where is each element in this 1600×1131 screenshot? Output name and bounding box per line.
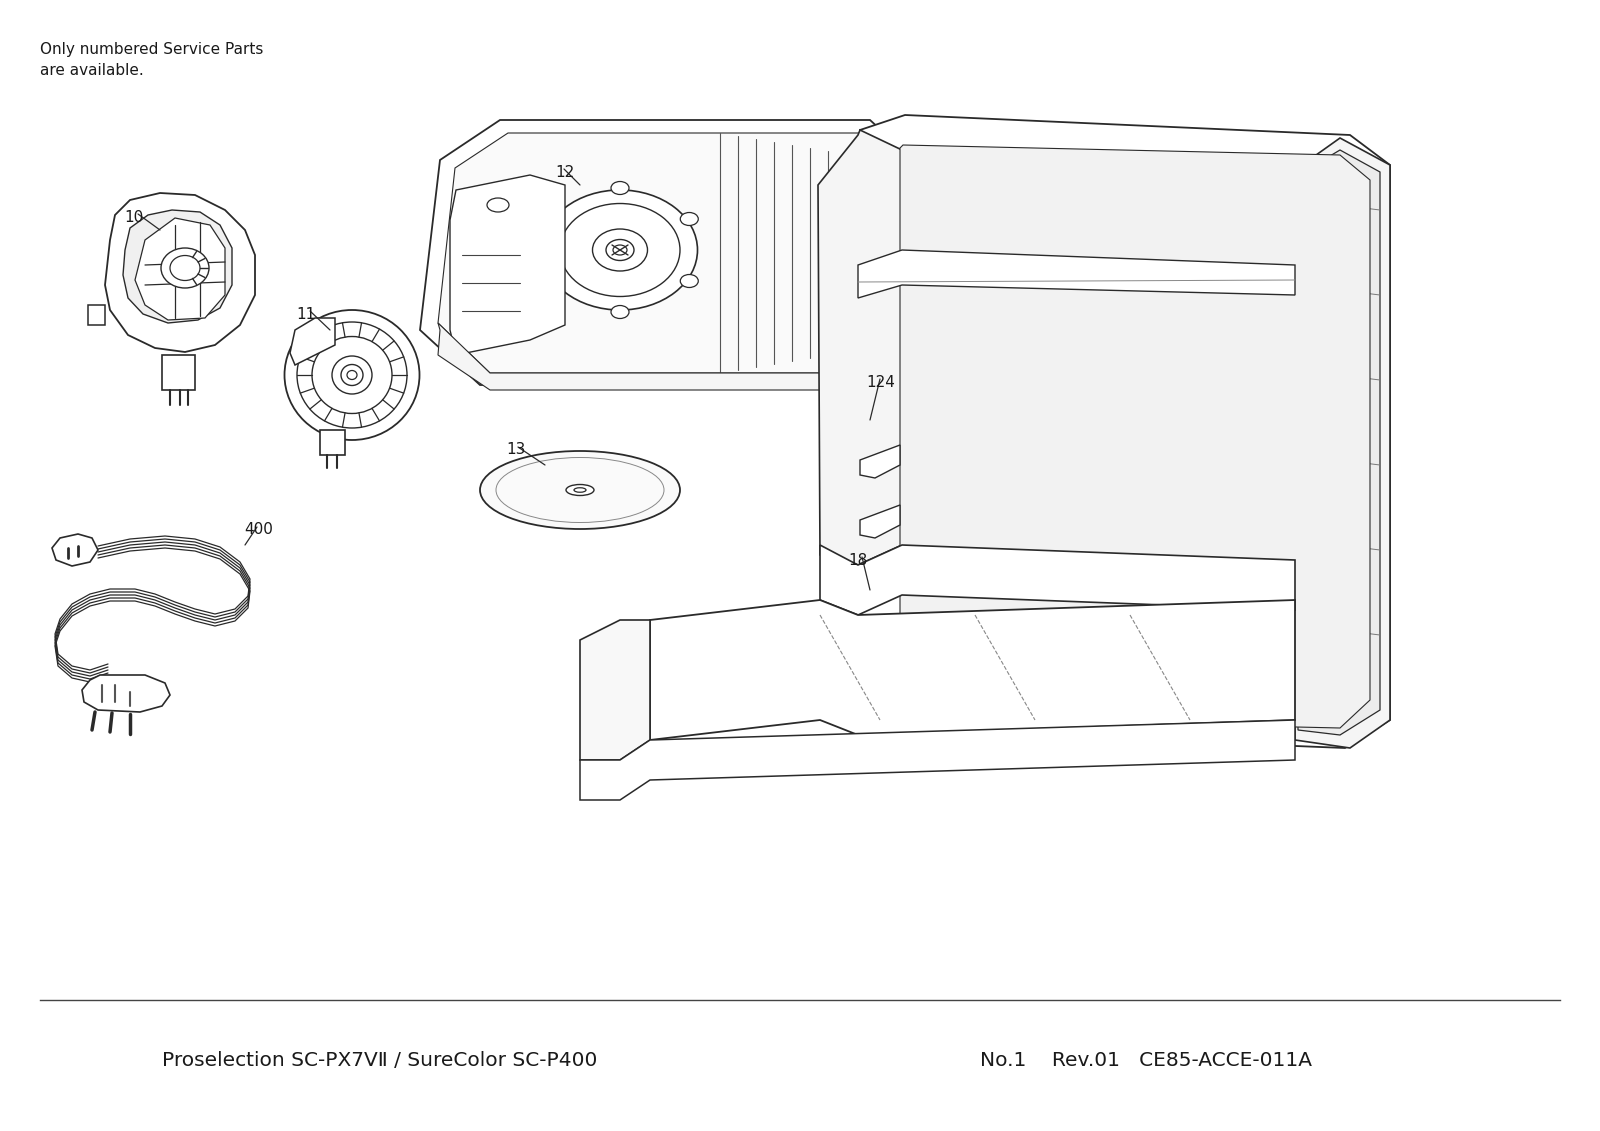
- Text: No.1    Rev.01   CE85-ACCE-011A: No.1 Rev.01 CE85-ACCE-011A: [979, 1051, 1312, 1070]
- Polygon shape: [861, 615, 899, 648]
- Polygon shape: [861, 506, 899, 538]
- Ellipse shape: [592, 228, 648, 271]
- Text: 11: 11: [296, 307, 315, 322]
- Ellipse shape: [542, 275, 560, 287]
- Polygon shape: [438, 133, 912, 373]
- Ellipse shape: [285, 310, 419, 440]
- Ellipse shape: [574, 487, 586, 492]
- Polygon shape: [123, 210, 232, 323]
- Polygon shape: [134, 218, 226, 320]
- Polygon shape: [106, 193, 254, 352]
- Polygon shape: [450, 175, 565, 355]
- Polygon shape: [650, 601, 1294, 740]
- Text: 13: 13: [506, 442, 525, 457]
- Ellipse shape: [542, 190, 698, 310]
- Ellipse shape: [611, 181, 629, 195]
- Text: 12: 12: [555, 165, 574, 180]
- Polygon shape: [1294, 138, 1390, 748]
- Ellipse shape: [680, 213, 698, 225]
- Text: Proselection SC-PX7VⅡ / SureColor SC-P400: Proselection SC-PX7VⅡ / SureColor SC-P40…: [162, 1051, 598, 1070]
- Polygon shape: [419, 120, 930, 385]
- Polygon shape: [858, 250, 1294, 297]
- Ellipse shape: [341, 364, 363, 386]
- Polygon shape: [82, 675, 170, 713]
- Ellipse shape: [611, 305, 629, 319]
- Ellipse shape: [170, 256, 200, 280]
- Ellipse shape: [312, 337, 392, 414]
- Ellipse shape: [680, 275, 698, 287]
- Polygon shape: [320, 430, 346, 455]
- Polygon shape: [818, 130, 902, 566]
- Ellipse shape: [298, 322, 406, 428]
- Ellipse shape: [496, 458, 664, 523]
- Polygon shape: [51, 534, 98, 566]
- Text: 124: 124: [866, 375, 894, 390]
- Text: 400: 400: [243, 523, 274, 537]
- Polygon shape: [861, 560, 899, 593]
- Ellipse shape: [542, 213, 560, 225]
- Text: 10: 10: [125, 210, 144, 225]
- Ellipse shape: [480, 451, 680, 529]
- Text: 18: 18: [848, 553, 867, 568]
- Polygon shape: [1298, 150, 1379, 735]
- Ellipse shape: [613, 245, 627, 254]
- Polygon shape: [88, 305, 106, 325]
- Polygon shape: [438, 323, 854, 390]
- Ellipse shape: [486, 198, 509, 211]
- Polygon shape: [819, 545, 1294, 615]
- Ellipse shape: [347, 371, 357, 380]
- Text: Only numbered Service Parts: Only numbered Service Parts: [40, 42, 264, 57]
- Polygon shape: [579, 720, 1294, 800]
- Ellipse shape: [333, 356, 371, 394]
- Polygon shape: [579, 620, 650, 760]
- Polygon shape: [861, 444, 899, 478]
- Polygon shape: [858, 115, 1390, 748]
- Text: are available.: are available.: [40, 63, 144, 78]
- Polygon shape: [899, 145, 1370, 728]
- Ellipse shape: [606, 240, 634, 260]
- Polygon shape: [162, 355, 195, 390]
- Polygon shape: [290, 318, 334, 365]
- Ellipse shape: [560, 204, 680, 296]
- Ellipse shape: [566, 484, 594, 495]
- Ellipse shape: [162, 248, 210, 288]
